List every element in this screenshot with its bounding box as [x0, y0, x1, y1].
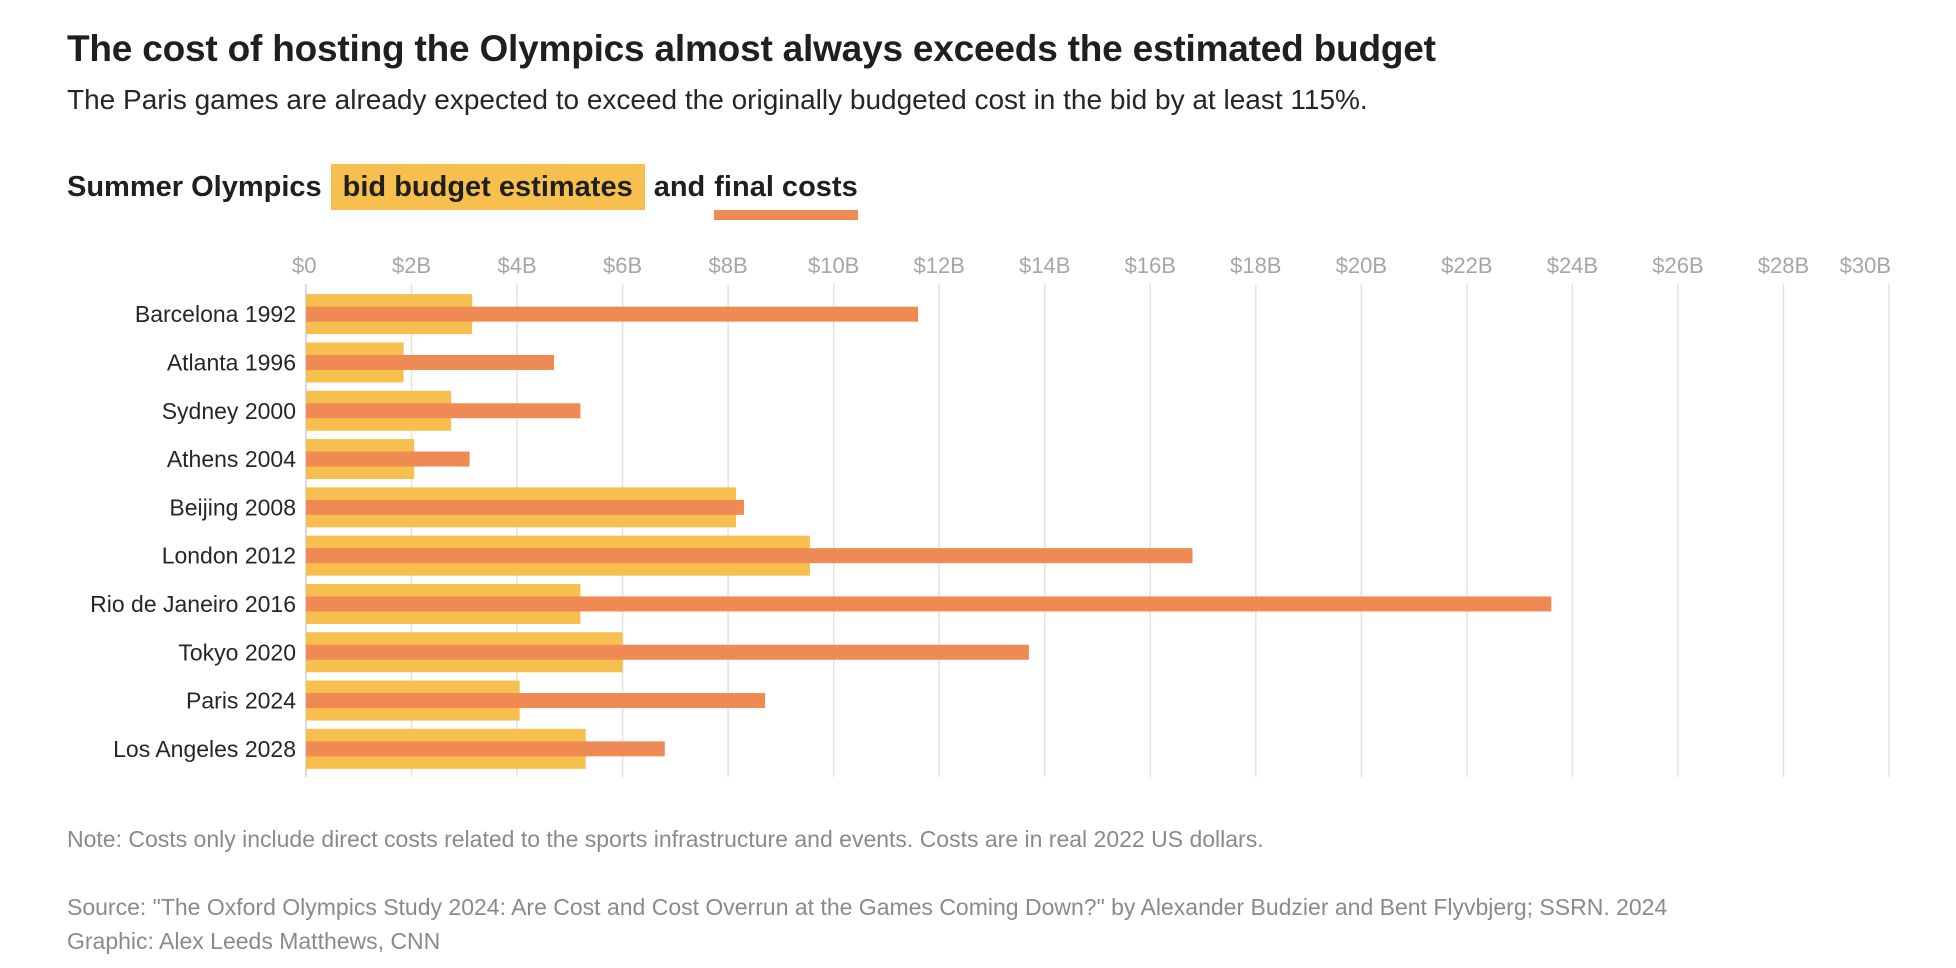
bar-final [306, 693, 766, 709]
x-axis-ticks: $0 $2B $4B $6B $8B $10B $12B $14B $16B $18B $20B $2… [292, 253, 1891, 278]
x-tick-label: $4B [497, 253, 536, 278]
bar-final [306, 403, 581, 419]
x-tick-label: $10B [808, 253, 859, 278]
x-tick-label: $26B [1652, 253, 1703, 278]
legend-budget-chip: bid budget estimates [330, 164, 645, 210]
source-block: Source: "The Oxford Olympics Study 2024:… [67, 890, 1667, 958]
bar-final [306, 354, 555, 370]
x-tick-label: $22B [1441, 253, 1492, 278]
chart-title: The cost of hosting the Olympics almost … [67, 28, 1436, 69]
bar-final [306, 306, 919, 322]
x-tick-label: $12B [914, 253, 965, 278]
x-tick-label: $20B [1336, 253, 1387, 278]
x-tick-label: $16B [1125, 253, 1176, 278]
category-label: Paris 2024 [186, 688, 296, 714]
bar-final [306, 548, 1193, 564]
x-tick-label: $14B [1019, 253, 1070, 278]
category-label: Tokyo 2020 [178, 639, 296, 665]
x-tick-label: $0 [292, 253, 316, 278]
category-label: Beijing 2008 [169, 494, 296, 520]
x-tick-label: $18B [1230, 253, 1281, 278]
legend-final-chip: final costs [714, 168, 859, 220]
legend-connector: and [653, 170, 706, 203]
category-label: Barcelona 1992 [135, 301, 296, 327]
source-text: Source: "The Oxford Olympics Study 2024:… [67, 894, 1668, 920]
bar-final [306, 499, 744, 515]
chart-subtitle: The Paris games are already expected to … [67, 84, 1368, 115]
category-label: Los Angeles 2028 [113, 736, 296, 762]
bar-final [306, 451, 470, 467]
bar-final [306, 644, 1029, 660]
bar-final [306, 741, 665, 757]
x-tick-label: $6B [603, 253, 642, 278]
footnote: Note: Costs only include direct costs re… [67, 826, 1264, 852]
legend-prefix: Summer Olympics [67, 170, 322, 203]
category-label: Athens 2004 [167, 446, 296, 472]
graphic-credit: Graphic: Alex Leeds Matthews, CNN [67, 928, 441, 954]
category-labels: Barcelona 1992 Atlanta 1996 Sydney 2000 Ath… [90, 301, 296, 762]
category-label: London 2012 [162, 543, 296, 569]
bars [306, 294, 1552, 769]
x-tick-label: $28B [1758, 253, 1809, 278]
bar-final [306, 596, 1552, 612]
x-tick-label: $24B [1547, 253, 1598, 278]
legend: Summer Olympics bid budget estimates and… [67, 163, 859, 220]
category-label: Atlanta 1996 [167, 349, 296, 375]
x-tick-label: $2B [392, 253, 431, 278]
x-tick-label: $30B [1840, 253, 1891, 278]
category-label: Sydney 2000 [162, 398, 296, 424]
x-tick-label: $8B [709, 253, 748, 278]
category-label: Rio de Janeiro 2016 [90, 591, 296, 617]
